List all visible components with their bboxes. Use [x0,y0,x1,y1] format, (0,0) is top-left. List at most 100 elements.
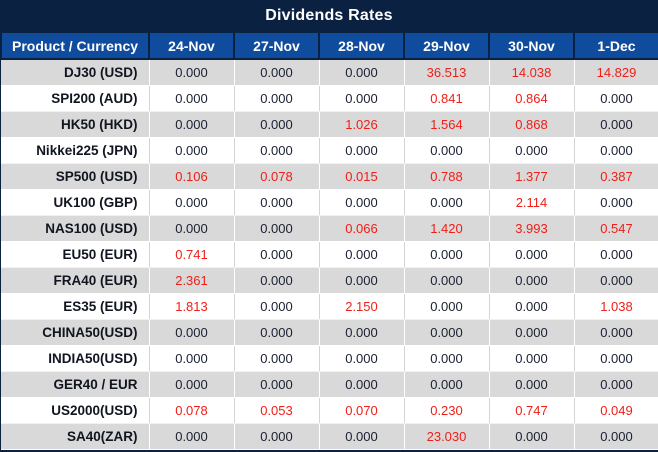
rate-cell: 0.000 [489,423,575,450]
rate-cell: 0.000 [574,189,658,216]
rate-cell: 0.000 [319,345,405,372]
rate-cell: 2.114 [489,189,575,216]
table-row: INDIA50(USD) 0.000 0.000 0.000 0.000 0.000 0.0… [1,345,658,372]
column-header-date-6: 1-Dec [573,31,658,60]
rate-cell: 0.000 [574,345,658,372]
rate-cell: 0.078 [149,397,235,424]
rate-cell: 1.377 [489,163,575,190]
rate-cell: 0.015 [319,163,405,190]
rate-cell: 0.000 [149,423,235,450]
product-cell: SPI200 (AUD) [1,85,150,112]
table-row: CHINA50(USD) 0.000 0.000 0.000 0.000 0.000 0.0… [1,319,658,346]
rate-cell: 0.000 [404,241,490,268]
table-row: SPI200 (AUD) 0.000 0.000 0.000 0.841 0.864 0.0… [1,85,658,112]
rate-cell: 1.026 [319,111,405,138]
product-cell: Nikkei225 (JPN) [1,137,150,164]
rate-cell: 0.000 [404,345,490,372]
rate-cell: 14.038 [489,59,575,86]
dividends-rates-table: Product / Currency 24-Nov 27-Nov 28-Nov … [0,31,658,450]
rate-cell: 0.000 [489,137,575,164]
table-row: SA40(ZAR) 0.000 0.000 0.000 23.030 0.000 0.000 [1,423,658,450]
product-cell: UK100 (GBP) [1,189,150,216]
rate-cell: 0.000 [574,241,658,268]
rate-cell: 0.000 [319,423,405,450]
rate-cell: 0.864 [489,85,575,112]
column-header-date-3: 28-Nov [318,31,405,60]
table-body: DJ30 (USD) 0.000 0.000 0.000 36.513 14.038 14.… [1,59,658,450]
rate-cell: 0.000 [489,241,575,268]
table-row: Nikkei225 (JPN) 0.000 0.000 0.000 0.000 0.000… [1,137,658,164]
rate-cell: 0.000 [319,59,405,86]
table-row: US2000(USD) 0.078 0.053 0.070 0.230 0.747 0.04… [1,397,658,424]
table-row: SP500 (USD) 0.106 0.078 0.015 0.788 1.377 0.38… [1,163,658,190]
widget-title-bar: Dividends Rates [0,0,658,31]
rate-cell: 0.547 [574,215,658,242]
rate-cell: 0.070 [319,397,405,424]
rate-cell: 0.078 [234,163,320,190]
product-cell: HK50 (HKD) [1,111,150,138]
rate-cell: 0.000 [404,137,490,164]
product-cell: EU50 (EUR) [1,241,150,268]
rate-cell: 0.000 [149,137,235,164]
column-header-date-4: 29-Nov [403,31,490,60]
table-row: NAS100 (USD) 0.000 0.000 0.066 1.420 3.993 0.5… [1,215,658,242]
product-cell: SA40(ZAR) [1,423,150,450]
rate-cell: 0.000 [149,85,235,112]
rate-cell: 1.564 [404,111,490,138]
table-row: FRA40 (EUR) 2.361 0.000 0.000 0.000 0.000 0.00… [1,267,658,294]
rate-cell: 0.000 [234,137,320,164]
rate-cell: 0.000 [574,371,658,398]
rate-cell: 2.361 [149,267,235,294]
rate-cell: 0.000 [234,111,320,138]
rate-cell: 0.000 [404,189,490,216]
rate-cell: 0.000 [489,267,575,294]
rate-cell: 0.000 [149,111,235,138]
product-cell: DJ30 (USD) [1,59,150,86]
product-cell: SP500 (USD) [1,163,150,190]
rate-cell: 0.000 [234,85,320,112]
rate-cell: 0.000 [404,319,490,346]
rate-cell: 0.000 [489,319,575,346]
product-cell: FRA40 (EUR) [1,267,150,294]
rate-cell: 14.829 [574,59,658,86]
rate-cell: 0.000 [234,345,320,372]
rate-cell: 0.000 [234,189,320,216]
rate-cell: 0.000 [149,319,235,346]
rate-cell: 0.000 [404,267,490,294]
column-header-date-2: 27-Nov [233,31,320,60]
rate-cell: 0.868 [489,111,575,138]
table-row: DJ30 (USD) 0.000 0.000 0.000 36.513 14.038 14.… [1,59,658,86]
rate-cell: 0.788 [404,163,490,190]
rate-cell: 0.000 [574,85,658,112]
rate-cell: 0.000 [574,267,658,294]
rate-cell: 0.000 [234,423,320,450]
rate-cell: 0.000 [234,215,320,242]
rate-cell: 0.000 [234,59,320,86]
rate-cell: 0.106 [149,163,235,190]
rate-cell: 0.000 [574,137,658,164]
column-header-date-1: 24-Nov [148,31,235,60]
rate-cell: 0.049 [574,397,658,424]
rate-cell: 0.000 [319,189,405,216]
product-cell: NAS100 (USD) [1,215,150,242]
table-row: UK100 (GBP) 0.000 0.000 0.000 0.000 2.114 0.00… [1,189,658,216]
table-header-row: Product / Currency 24-Nov 27-Nov 28-Nov … [0,31,658,60]
rate-cell: 1.420 [404,215,490,242]
rate-cell: 0.000 [234,293,320,320]
rate-cell: 0.066 [319,215,405,242]
table-row: GER40 / EUR 0.000 0.000 0.000 0.000 0.000 0.00… [1,371,658,398]
table-row: ES35 (EUR) 1.813 0.000 2.150 0.000 0.000 1.038 [1,293,658,320]
rate-cell: 0.000 [234,267,320,294]
rate-cell: 0.000 [149,59,235,86]
rate-cell: 0.000 [149,371,235,398]
rate-cell: 0.741 [149,241,235,268]
product-cell: INDIA50(USD) [1,345,150,372]
rate-cell: 0.000 [234,241,320,268]
page-title: Dividends Rates [265,6,393,24]
rate-cell: 0.000 [489,371,575,398]
rate-cell: 0.841 [404,85,490,112]
rate-cell: 0.000 [149,189,235,216]
product-cell: GER40 / EUR [1,371,150,398]
rate-cell: 0.000 [234,371,320,398]
